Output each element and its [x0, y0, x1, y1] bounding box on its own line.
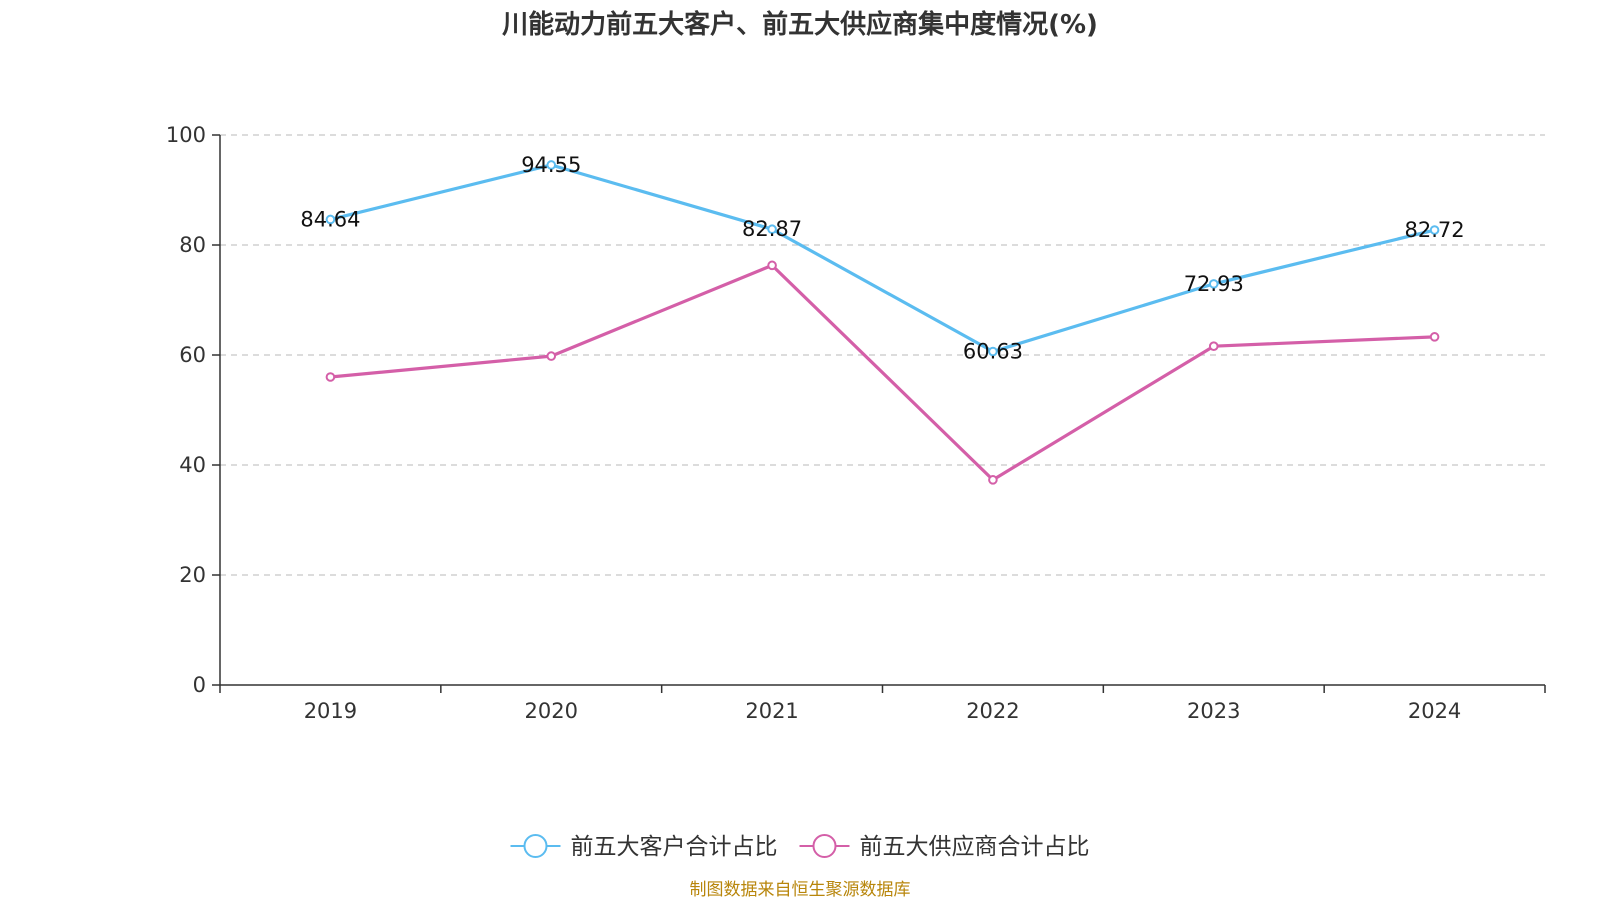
series-1-point-2023	[1208, 341, 1219, 352]
series-0-point-2019	[325, 214, 336, 225]
grid-lines	[220, 134, 1545, 576]
axes: 0 20 40 60 80 100 2019 2020 2021 2022 2023 2024	[166, 123, 1546, 723]
data-label-2021: 82.87	[742, 217, 802, 241]
data-labels: 84.64 94.55 82.87 60.63 72.93 82.72	[300, 153, 1464, 364]
series-0-point-2020	[546, 160, 557, 170]
series-1-point-2019	[325, 372, 336, 382]
series-line-1	[330, 263, 1435, 482]
legend-marker-icon-1	[812, 834, 837, 858]
series-group	[325, 160, 1440, 485]
y-tick-label-40: 40	[179, 453, 206, 477]
source-note: 制图数据来自恒生聚源数据库	[690, 880, 911, 900]
legend-label-1: 前五大供应商合计占比	[860, 834, 1090, 860]
series-line-0	[330, 163, 1435, 354]
series-1-point-2024	[1429, 332, 1440, 342]
x-tick-label-2024: 2024	[1408, 699, 1461, 723]
data-label-2024: 82.72	[1405, 218, 1465, 242]
series-0-point-2023	[1208, 279, 1219, 289]
x-tick-label-2021: 2021	[745, 699, 798, 723]
data-label-2020: 94.55	[521, 153, 581, 177]
x-tick-label-2020: 2020	[525, 699, 578, 723]
series-1-point-2021	[767, 260, 777, 271]
legend: 前五大客户合计占比 前五大供应商合计占比	[510, 834, 1090, 860]
legend-label-0: 前五大客户合计占比	[571, 834, 778, 860]
y-tick-label-80: 80	[179, 233, 206, 257]
y-tick-label-0: 0	[193, 673, 206, 697]
chart-title: 川能动力前五大客户、前五大供应商集中度情况(%)	[502, 9, 1098, 40]
x-tick-label-2022: 2022	[966, 699, 1019, 723]
data-label-2022: 60.63	[963, 340, 1023, 364]
series-0-point-2022	[988, 346, 998, 357]
y-tick-label-100: 100	[166, 123, 206, 147]
data-label-2023: 72.93	[1184, 272, 1244, 296]
legend-marker-icon-0	[523, 834, 548, 858]
x-tick-label-2019: 2019	[304, 699, 357, 723]
series-0-point-2024	[1429, 225, 1440, 235]
y-tick-label-60: 60	[179, 343, 206, 367]
x-tick-label-2023: 2023	[1187, 699, 1240, 723]
data-label-2019: 84.64	[300, 207, 360, 231]
series-0-point-2021	[767, 224, 777, 235]
y-tick-label-20: 20	[179, 563, 206, 587]
series-1-point-2020	[546, 351, 557, 361]
series-1-point-2022	[988, 475, 998, 485]
